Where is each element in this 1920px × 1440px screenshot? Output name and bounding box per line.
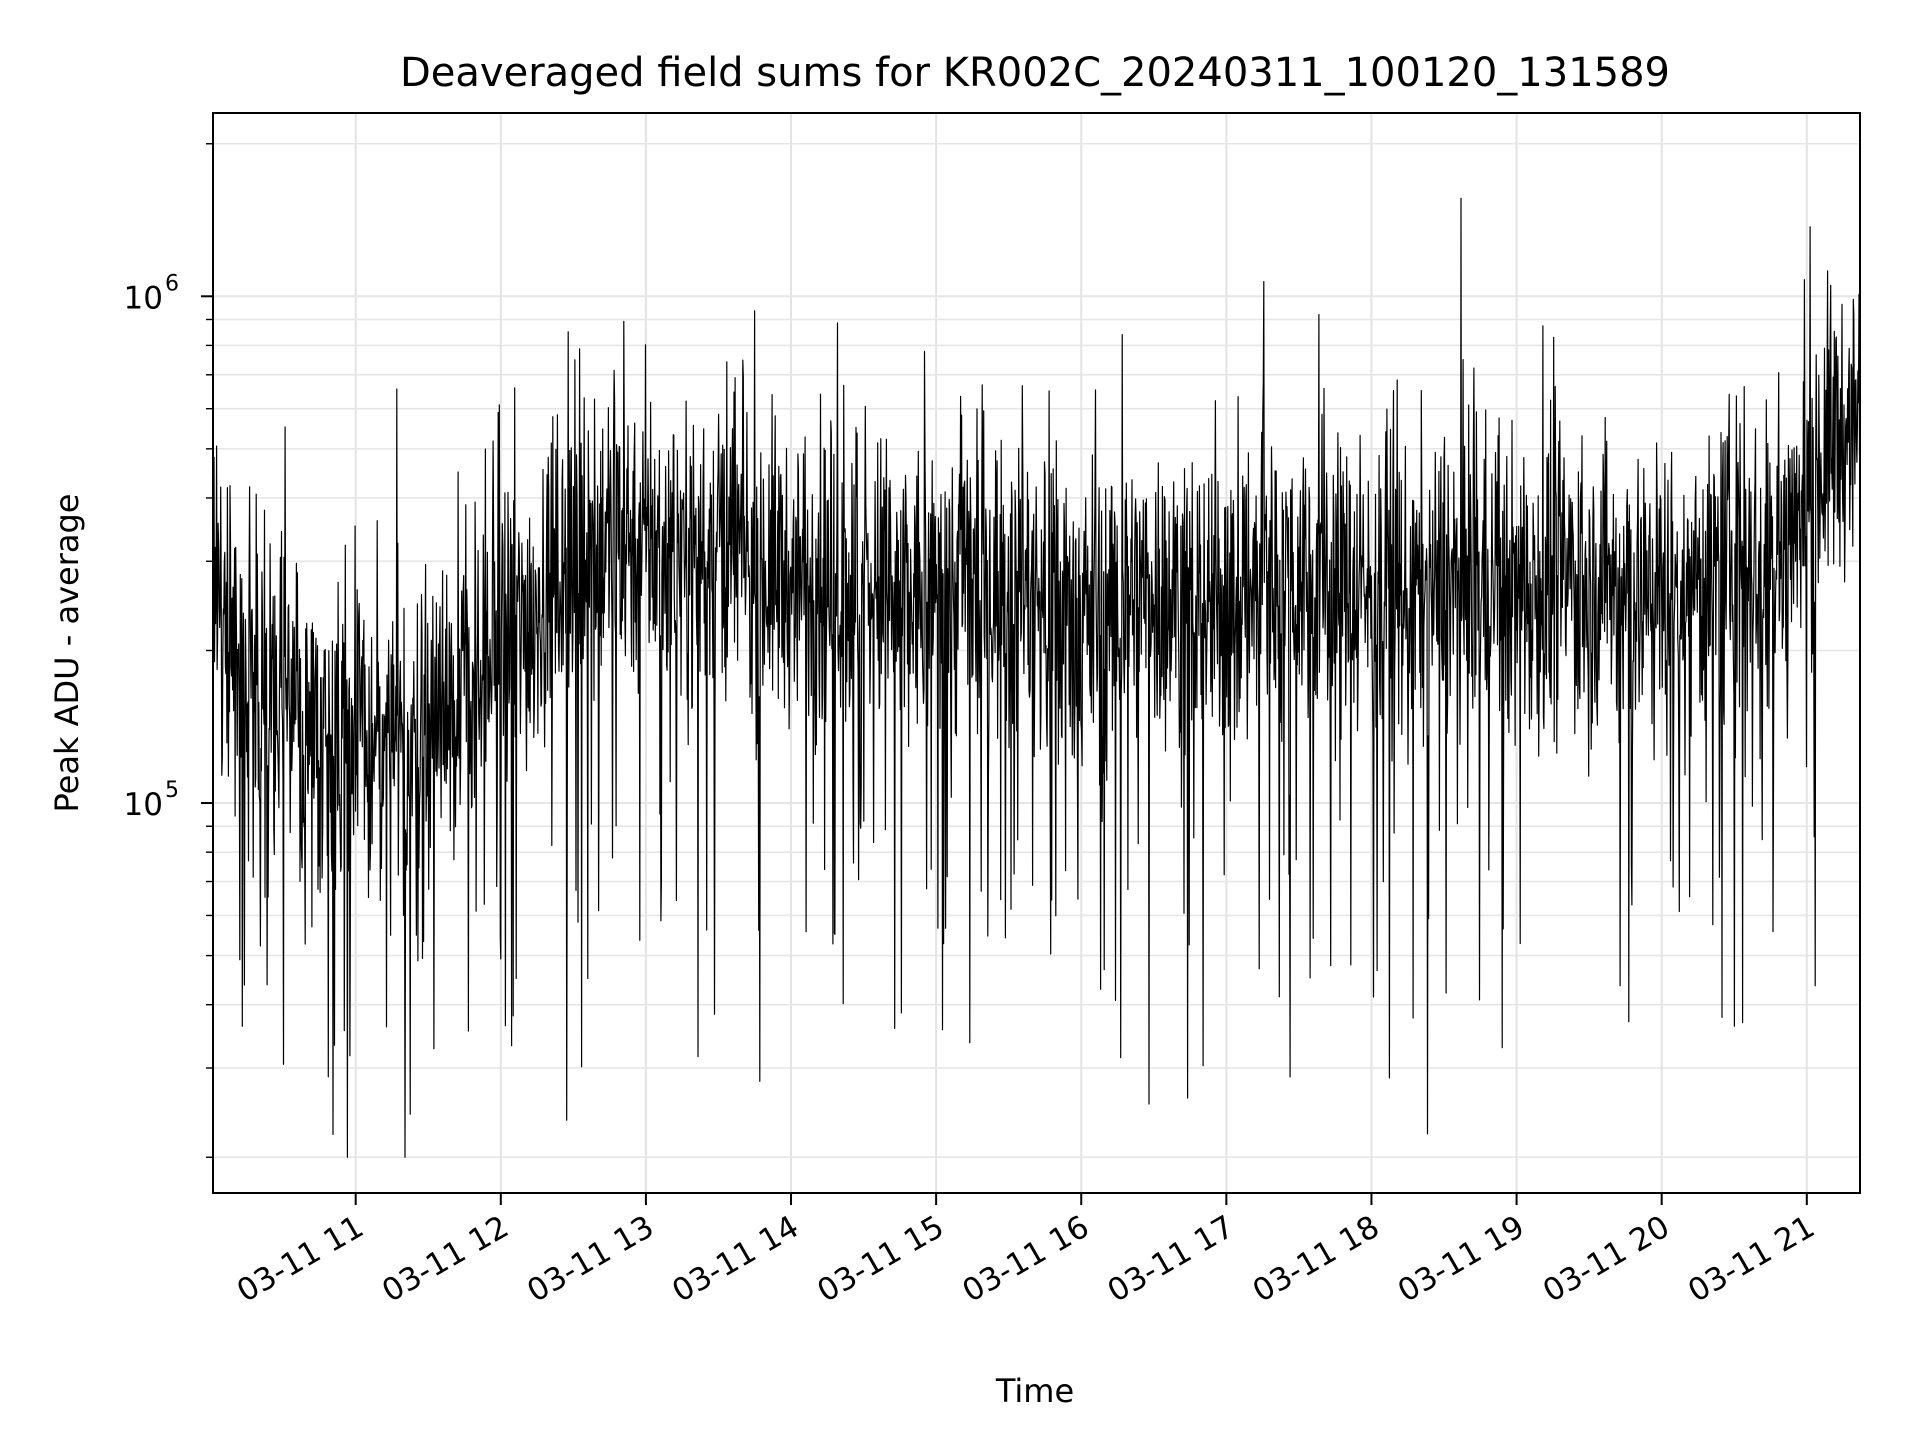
y-tick-label-exponent: 5 bbox=[165, 778, 179, 803]
plot-frame bbox=[212, 112, 1861, 1194]
series-line bbox=[212, 197, 1861, 1158]
chart-title: Deaveraged field sums for KR002C_2024031… bbox=[400, 50, 1670, 96]
y-tick-label: 10 bbox=[124, 280, 163, 316]
x-axis-label: Time bbox=[995, 1372, 1074, 1410]
series-line-group bbox=[212, 197, 1861, 1158]
y-tick-label-exponent: 6 bbox=[165, 271, 179, 296]
y-tick-label: 10 bbox=[124, 787, 163, 823]
y-axis-label: Peak ADU - average bbox=[48, 494, 86, 813]
